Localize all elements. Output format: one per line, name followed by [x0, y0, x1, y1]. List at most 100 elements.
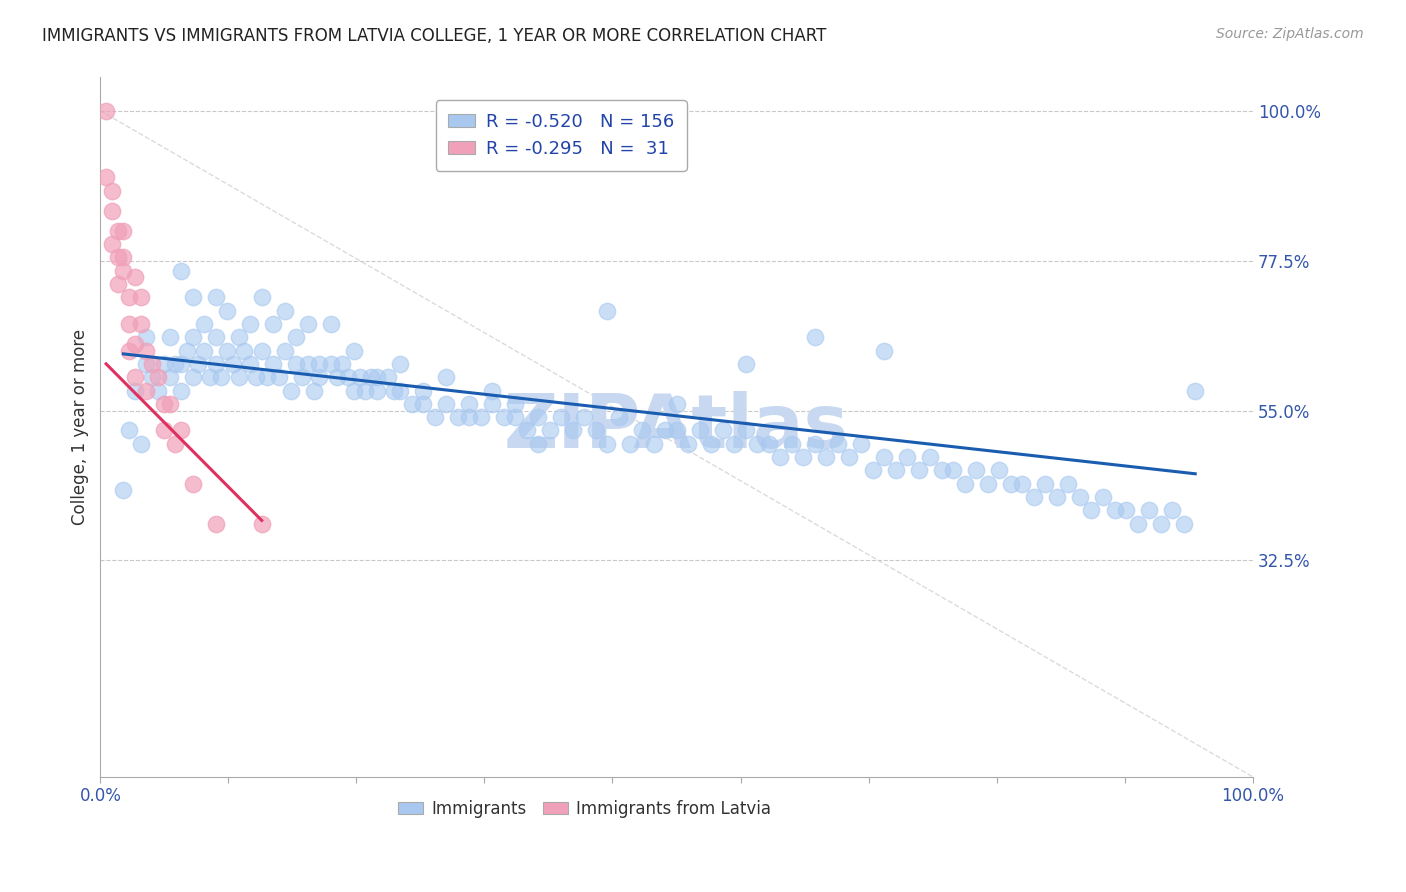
Point	[377, 370, 399, 384]
Point	[665, 397, 688, 411]
Point	[873, 343, 896, 358]
Text: IMMIGRANTS VS IMMIGRANTS FROM LATVIA COLLEGE, 1 YEAR OR MORE CORRELATION CHART: IMMIGRANTS VS IMMIGRANTS FROM LATVIA COL…	[42, 27, 827, 45]
Point	[1046, 490, 1069, 504]
Point	[181, 330, 204, 344]
Point	[297, 317, 319, 331]
Point	[124, 384, 146, 398]
Point	[723, 437, 745, 451]
Point	[884, 463, 907, 477]
Point	[700, 437, 723, 451]
Point	[146, 384, 169, 398]
Point	[274, 343, 297, 358]
Point	[124, 370, 146, 384]
Point	[325, 370, 347, 384]
Point	[181, 370, 204, 384]
Point	[481, 384, 503, 398]
Point	[204, 357, 226, 371]
Point	[769, 450, 792, 464]
Point	[101, 237, 124, 252]
Point	[631, 424, 654, 438]
Point	[561, 424, 583, 438]
Point	[204, 290, 226, 304]
Point	[1080, 503, 1102, 517]
Point	[94, 103, 117, 118]
Point	[849, 437, 872, 451]
Point	[354, 384, 377, 398]
Point	[217, 303, 239, 318]
Point	[308, 370, 330, 384]
Point	[1173, 516, 1195, 531]
Point	[711, 424, 734, 438]
Point	[193, 343, 215, 358]
Point	[112, 263, 135, 277]
Point	[262, 357, 284, 371]
Point	[343, 384, 366, 398]
Point	[181, 476, 204, 491]
Point	[953, 476, 976, 491]
Point	[896, 450, 918, 464]
Point	[931, 463, 953, 477]
Point	[804, 330, 827, 344]
Point	[1057, 476, 1080, 491]
Point	[222, 357, 245, 371]
Point	[665, 424, 688, 438]
Point	[516, 424, 538, 438]
Point	[112, 224, 135, 238]
Point	[676, 437, 699, 451]
Point	[217, 343, 239, 358]
Point	[388, 357, 411, 371]
Point	[159, 330, 181, 344]
Point	[619, 437, 641, 451]
Point	[198, 370, 221, 384]
Point	[838, 450, 860, 464]
Point	[118, 343, 141, 358]
Point	[689, 424, 711, 438]
Point	[129, 317, 152, 331]
Point	[412, 397, 434, 411]
Point	[1022, 490, 1045, 504]
Point	[1137, 503, 1160, 517]
Point	[1069, 490, 1091, 504]
Point	[267, 370, 290, 384]
Point	[209, 370, 232, 384]
Point	[141, 370, 163, 384]
Point	[135, 343, 157, 358]
Point	[228, 370, 250, 384]
Point	[204, 330, 226, 344]
Point	[1104, 503, 1126, 517]
Point	[747, 437, 769, 451]
Point	[458, 397, 481, 411]
Point	[159, 370, 181, 384]
Point	[804, 437, 827, 451]
Point	[152, 424, 174, 438]
Point	[1126, 516, 1149, 531]
Text: Source: ZipAtlas.com: Source: ZipAtlas.com	[1216, 27, 1364, 41]
Point	[297, 357, 319, 371]
Point	[319, 317, 342, 331]
Point	[250, 516, 273, 531]
Point	[388, 384, 411, 398]
Point	[337, 370, 360, 384]
Point	[204, 516, 226, 531]
Point	[527, 410, 550, 425]
Point	[654, 424, 676, 438]
Point	[239, 317, 262, 331]
Point	[827, 437, 849, 451]
Point	[170, 424, 193, 438]
Point	[527, 437, 550, 451]
Point	[165, 437, 187, 451]
Point	[107, 250, 129, 264]
Point	[170, 357, 193, 371]
Point	[1000, 476, 1022, 491]
Point	[112, 250, 135, 264]
Point	[187, 357, 209, 371]
Point	[193, 317, 215, 331]
Point	[643, 437, 665, 451]
Point	[165, 357, 187, 371]
Point	[503, 410, 526, 425]
Point	[1149, 516, 1171, 531]
Point	[1035, 476, 1057, 491]
Point	[319, 357, 342, 371]
Point	[596, 437, 619, 451]
Point	[285, 330, 308, 344]
